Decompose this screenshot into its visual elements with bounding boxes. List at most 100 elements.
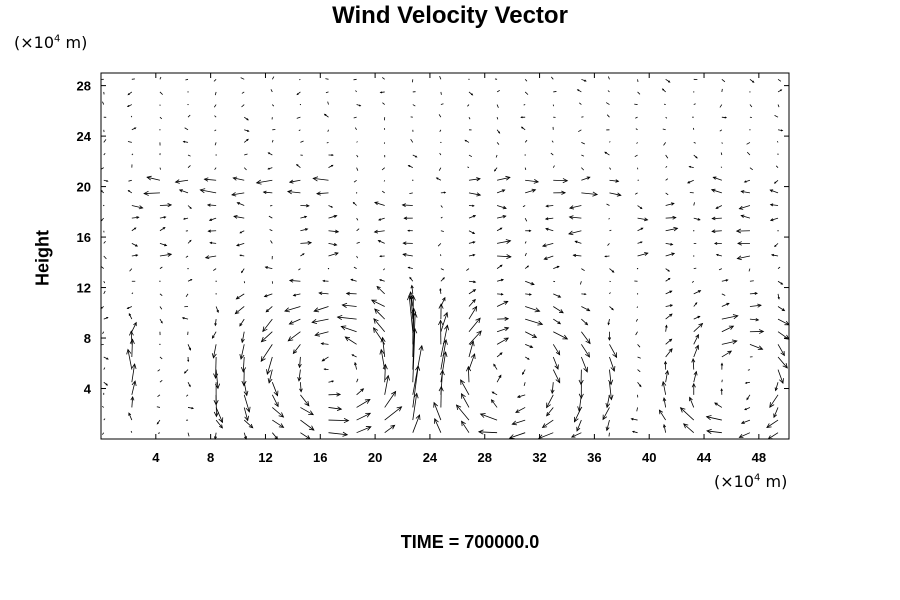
vector-arrowhead — [754, 292, 758, 295]
vector-arrowhead — [438, 319, 444, 326]
vector-arrow — [236, 242, 245, 246]
vector-arrow — [721, 302, 730, 307]
vector-arrowhead — [705, 415, 712, 421]
vector-arrow — [374, 202, 385, 206]
vector-arrowhead — [239, 254, 242, 257]
vector-arrow — [381, 190, 385, 194]
vector-arrowhead — [409, 276, 412, 280]
vector-arrow — [374, 308, 385, 320]
vector-arrow — [157, 394, 161, 398]
vector-arrowhead — [568, 215, 574, 220]
vector-arrowhead — [379, 91, 383, 94]
vector-arrow — [243, 419, 254, 429]
vector-arrow — [569, 216, 582, 219]
vector-arrow — [663, 397, 667, 408]
vector-arrow — [468, 215, 476, 219]
vector-arrow — [749, 104, 753, 108]
vector-arrowhead — [604, 255, 607, 258]
vector-arrowhead — [544, 217, 549, 221]
vector-arrowhead — [286, 189, 293, 195]
vector-arrow — [412, 295, 414, 345]
vector-arrowhead — [714, 402, 718, 406]
vector-arrowhead — [265, 309, 270, 313]
vector-arrow — [545, 228, 554, 232]
vector-arrow — [468, 289, 476, 295]
vector-arrowhead — [374, 201, 379, 206]
vector-arrowhead — [669, 313, 673, 317]
vector-arrowhead — [640, 227, 644, 231]
vector-arrow — [300, 407, 314, 416]
vector-arrow — [721, 279, 728, 282]
vector-arrowhead — [464, 139, 467, 142]
vector-arrowhead — [491, 391, 495, 394]
vector-arrowhead — [472, 253, 476, 257]
vector-arrowhead — [746, 397, 749, 401]
vector-arrow — [315, 331, 329, 336]
vector-arrowhead — [757, 303, 762, 308]
vector-arrowhead — [336, 406, 343, 411]
vector-arrowhead — [239, 231, 242, 234]
vector-arrowhead — [241, 380, 247, 387]
vector-arrow — [214, 432, 217, 440]
vector-arrow — [746, 142, 751, 145]
vector-arrow — [637, 227, 643, 232]
vector-arrow — [383, 180, 386, 182]
vector-arrow — [491, 399, 498, 408]
vector-arrow — [771, 254, 779, 257]
vector-arrow — [663, 424, 667, 433]
vector-arrow — [268, 215, 273, 219]
vector-arrow — [468, 280, 476, 283]
vector-arrow — [496, 264, 503, 269]
vector-arrow — [103, 240, 106, 244]
vector-arrowhead — [266, 369, 271, 375]
vector-arrowhead — [304, 400, 310, 407]
vector-dot — [159, 129, 161, 131]
vector-arrowhead — [403, 216, 408, 220]
vector-arrow — [571, 432, 582, 438]
vector-arrow — [439, 75, 442, 80]
vector-arrowhead — [689, 396, 693, 402]
vector-arrow — [187, 154, 191, 157]
vector-arrowhead — [164, 243, 168, 247]
vector-arrow — [467, 366, 470, 383]
vector-arrowhead — [321, 358, 325, 362]
vector-arrow — [492, 391, 498, 396]
vector-arrowhead — [554, 364, 559, 370]
vector-arrowhead — [187, 359, 190, 363]
vector-arrow — [497, 293, 503, 295]
vector-arrowhead — [528, 229, 532, 232]
vector-arrowhead — [526, 265, 530, 268]
vector-arrowhead — [558, 309, 564, 314]
vector-arrowhead — [216, 310, 219, 314]
vector-arrowhead — [188, 347, 191, 351]
vector-arrow — [209, 217, 217, 221]
vector-arrowhead — [578, 379, 584, 386]
vector-arrow — [328, 407, 342, 410]
vector-arrow — [770, 217, 779, 221]
vector-arrowhead — [322, 279, 326, 283]
vector-arrow — [129, 268, 133, 272]
vector-arrowhead — [612, 352, 618, 359]
vector-arrowhead — [527, 357, 530, 360]
vector-arrowhead — [435, 177, 439, 180]
vector-arrowhead — [572, 253, 577, 257]
vector-arrow — [576, 419, 582, 432]
vector-arrow — [356, 378, 359, 383]
vector-arrow — [718, 268, 723, 271]
vector-arrow — [378, 217, 385, 221]
vector-arrow — [356, 228, 360, 232]
vector-arrow — [637, 356, 641, 359]
vector-arrowhead — [415, 155, 418, 158]
vector-arrowhead — [350, 278, 354, 282]
vector-arrow — [602, 407, 610, 420]
vector-arrowhead — [744, 381, 748, 384]
vector-arrow — [440, 230, 444, 232]
vector-arrow — [496, 104, 499, 108]
vector-arrowhead — [240, 367, 247, 373]
vector-arrow — [264, 293, 273, 297]
vector-arrowhead — [213, 373, 219, 380]
vector-arrowhead — [520, 126, 524, 129]
vector-dot — [412, 179, 414, 181]
vector-arrowhead — [779, 378, 784, 385]
vector-arrow — [128, 313, 133, 320]
